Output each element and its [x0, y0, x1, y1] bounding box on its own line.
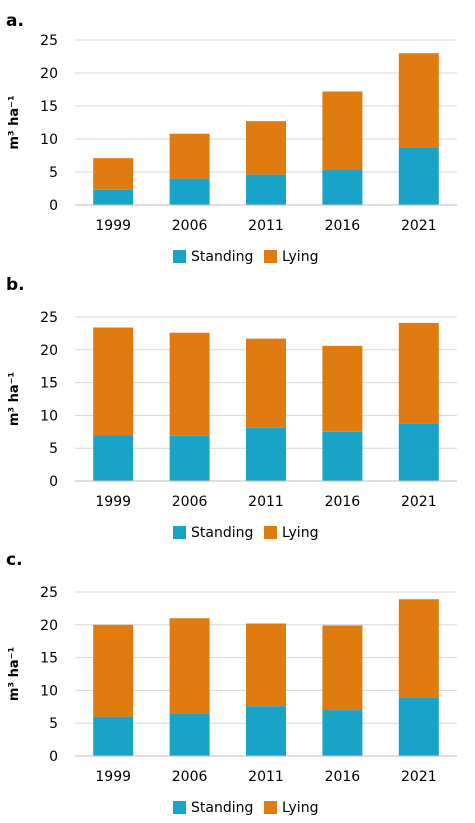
legend-swatch-standing — [173, 801, 186, 814]
bar-lying-2006 — [169, 332, 210, 436]
legend-label: Lying — [282, 800, 318, 816]
y-tick-label: 25 — [40, 310, 58, 326]
y-tick-label: 15 — [40, 651, 58, 667]
bar-standing-2006 — [169, 178, 210, 205]
x-tick-label: 1999 — [95, 218, 131, 234]
legend-swatch-standing — [173, 250, 186, 263]
chart-panel-1: b. 0 5 10 15 20 25 m³ ha⁻¹ 1999 2006 2011 2016 2021 S… — [6, 275, 457, 541]
y-tick-label: 5 — [49, 716, 58, 732]
y-tick-label: 10 — [40, 683, 58, 699]
bar-standing-2011 — [246, 174, 286, 205]
bar-standing-1999 — [93, 189, 134, 205]
y-tick-label: 25 — [40, 585, 58, 601]
x-tick-label: 1999 — [95, 769, 131, 785]
x-tick-label: 2006 — [172, 769, 208, 785]
y-tick-label: 0 — [49, 198, 58, 214]
bar-lying-2021 — [398, 322, 439, 424]
bar-standing-2021 — [398, 147, 439, 205]
panel-label: b. — [6, 275, 25, 295]
bar-standing-2011 — [246, 706, 286, 756]
x-tick-label: 2021 — [401, 494, 437, 510]
x-tick-label: 2016 — [325, 769, 361, 785]
x-tick-label: 2021 — [401, 769, 437, 785]
y-tick-label: 10 — [40, 132, 58, 148]
bar-lying-2016 — [322, 91, 363, 171]
x-tick-label: 2011 — [248, 494, 284, 510]
bar-standing-2021 — [398, 423, 439, 481]
bar-lying-1999 — [93, 158, 134, 190]
bar-lying-1999 — [93, 624, 134, 717]
bar-standing-2011 — [246, 427, 286, 481]
bar-lying-2011 — [246, 121, 286, 175]
x-tick-label: 2006 — [172, 494, 208, 510]
legend-label: Standing — [191, 525, 253, 541]
legend-label: Lying — [282, 525, 318, 541]
x-tick-label: 2021 — [401, 218, 437, 234]
bar-standing-2021 — [398, 697, 439, 756]
bar-standing-2016 — [322, 431, 363, 481]
bar-standing-2006 — [169, 713, 210, 756]
bar-standing-1999 — [93, 716, 134, 756]
legend-swatch-lying — [264, 250, 277, 263]
bar-lying-1999 — [93, 327, 134, 436]
x-tick-label: 2006 — [172, 218, 208, 234]
bar-lying-2006 — [169, 133, 210, 179]
bar-standing-2006 — [169, 435, 210, 481]
y-tick-label: 5 — [49, 441, 58, 457]
y-axis-title: m³ ha⁻¹ — [7, 372, 22, 426]
chart-panel-0: a. 0 5 10 15 20 25 m³ ha⁻¹ 1999 2006 2011 2016 2021 S… — [6, 11, 457, 265]
y-tick-label: 20 — [40, 343, 58, 359]
y-tick-label: 10 — [40, 408, 58, 424]
x-tick-label: 2011 — [248, 769, 284, 785]
x-tick-label: 1999 — [95, 494, 131, 510]
y-tick-label: 15 — [40, 376, 58, 392]
legend-swatch-lying — [264, 526, 277, 539]
legend-swatch-lying — [264, 801, 277, 814]
bar-standing-2016 — [322, 710, 363, 756]
y-tick-label: 0 — [49, 474, 58, 490]
panel-label: c. — [6, 550, 23, 570]
legend-swatch-standing — [173, 526, 186, 539]
bar-standing-1999 — [93, 435, 134, 481]
y-tick-label: 15 — [40, 99, 58, 115]
bar-lying-2011 — [246, 623, 286, 707]
x-tick-label: 2011 — [248, 218, 284, 234]
y-tick-label: 25 — [40, 33, 58, 49]
y-tick-label: 20 — [40, 618, 58, 634]
legend-label: Standing — [191, 800, 253, 816]
bar-lying-2016 — [322, 625, 363, 711]
y-axis-title: m³ ha⁻¹ — [7, 95, 22, 149]
bar-lying-2021 — [398, 53, 439, 148]
bar-standing-2016 — [322, 170, 363, 205]
x-tick-label: 2016 — [325, 494, 361, 510]
bar-lying-2021 — [398, 599, 439, 698]
legend-label: Lying — [282, 249, 318, 265]
bar-lying-2006 — [169, 618, 210, 714]
y-tick-label: 20 — [40, 66, 58, 82]
legend-label: Standing — [191, 249, 253, 265]
x-tick-label: 2016 — [325, 218, 361, 234]
chart-panel-2: c. 0 5 10 15 20 25 m³ ha⁻¹ 1999 2006 2011 2016 2021 S… — [6, 550, 457, 816]
y-axis-title: m³ ha⁻¹ — [7, 647, 22, 701]
panel-label: a. — [6, 11, 24, 31]
y-tick-label: 0 — [49, 749, 58, 765]
y-tick-label: 5 — [49, 165, 58, 181]
bar-lying-2011 — [246, 338, 286, 428]
bar-lying-2016 — [322, 345, 363, 432]
